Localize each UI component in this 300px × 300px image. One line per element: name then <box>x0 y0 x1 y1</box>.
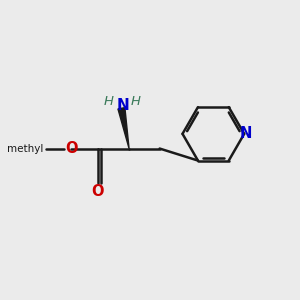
Polygon shape <box>118 108 129 148</box>
Text: methyl: methyl <box>7 143 44 154</box>
Text: O: O <box>65 141 78 156</box>
Text: N: N <box>239 126 252 141</box>
Text: H: H <box>131 95 141 108</box>
Text: O: O <box>92 184 104 199</box>
Text: H: H <box>103 95 113 108</box>
Text: N: N <box>116 98 129 113</box>
